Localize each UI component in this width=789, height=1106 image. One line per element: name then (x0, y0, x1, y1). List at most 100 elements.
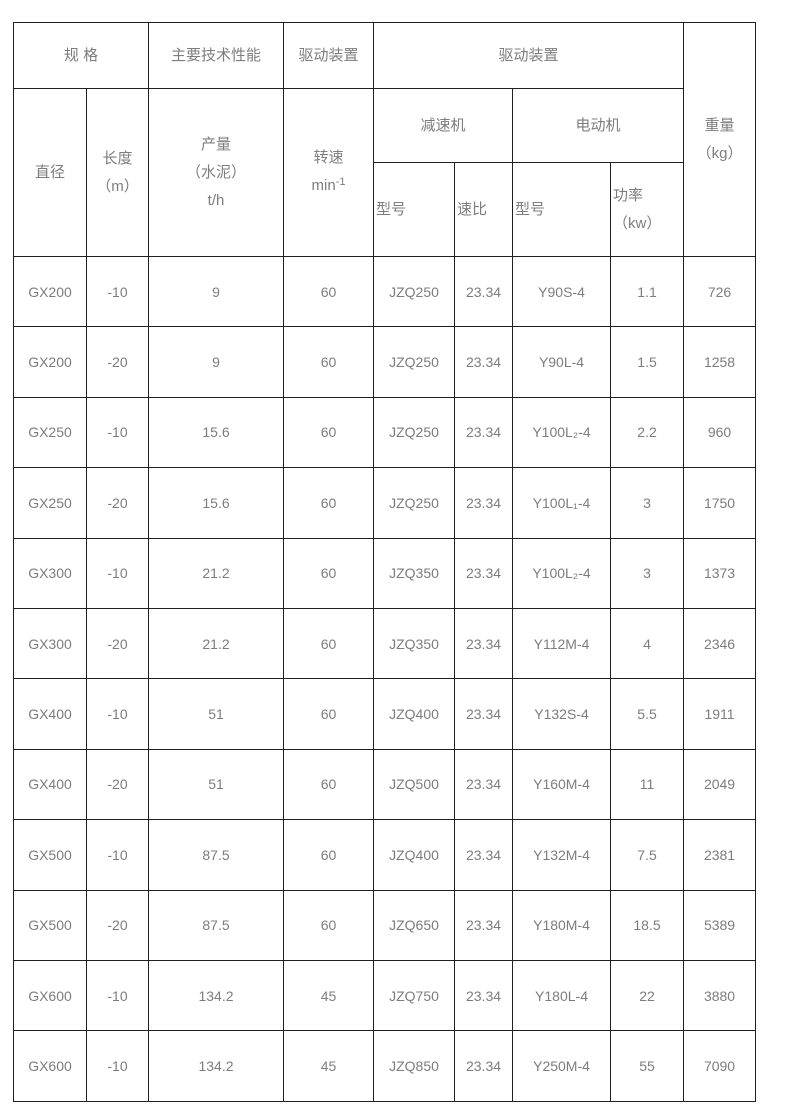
cell-weight: 3880 (683, 959, 757, 1032)
cell-speed: 60 (283, 889, 375, 961)
cell-length: -20 (85, 467, 150, 539)
cell-reducer-ratio: 23.34 (454, 607, 514, 680)
cell-motor-model: Y90L-4 (512, 326, 612, 398)
cell-length: -10 (85, 959, 150, 1032)
cell-speed: 45 (283, 1030, 375, 1102)
cell-reducer-ratio: 23.34 (454, 889, 514, 961)
cell-speed: 60 (283, 255, 375, 328)
cell-spec-model: GX300 (13, 537, 87, 609)
cell-output: 9 (148, 326, 285, 398)
cell-motor-power: 5.5 (610, 678, 685, 750)
cell-reducer-ratio: 23.34 (454, 678, 514, 750)
cell-reducer-ratio: 23.34 (454, 537, 514, 609)
header-length-unit: （m） (96, 177, 139, 195)
header-speed-unit-exponent: -1 (335, 176, 346, 189)
cell-reducer-model: JZQ250 (373, 467, 456, 539)
cell-output: 51 (148, 748, 285, 821)
cell-length: -10 (85, 396, 150, 469)
cell-spec-model: GX600 (13, 1030, 87, 1102)
cell-motor-model: Y160M-4 (512, 748, 612, 821)
header-drive-group-narrow: 驱动装置 (283, 22, 375, 89)
table-row: GX250 -10 15.6 60 JZQ250 23.34 Y100L₂-4 2.2 960 (13, 396, 757, 469)
cell-length: -10 (85, 819, 150, 891)
header-drive-group-wide: 驱动装置 (373, 22, 685, 89)
header-speed-label: 转速 (313, 149, 344, 166)
table-row: GX600 -10 134.2 45 JZQ750 23.34 Y180L-4 22 3880 (13, 959, 757, 1032)
cell-weight: 1911 (683, 678, 757, 750)
cell-motor-power: 1.5 (610, 326, 685, 398)
header-motor-power: 功率 （kw） (610, 162, 685, 257)
cell-motor-power: 4 (610, 607, 685, 680)
cell-output: 87.5 (148, 889, 285, 961)
cell-weight: 5389 (683, 889, 757, 961)
table-row: GX200 -20 9 60 JZQ250 23.34 Y90L-4 1.5 1258 (13, 326, 757, 398)
cell-speed: 60 (283, 396, 375, 469)
cell-length: -20 (85, 748, 150, 821)
cell-reducer-model: JZQ400 (373, 819, 456, 891)
cell-output: 9 (148, 255, 285, 328)
cell-motor-model: Y112M-4 (512, 607, 612, 680)
cell-spec-model: GX500 (13, 819, 87, 891)
cell-speed: 60 (283, 748, 375, 821)
cell-output: 134.2 (148, 1030, 285, 1102)
cell-speed: 60 (283, 819, 375, 891)
cell-motor-model: Y90S-4 (512, 255, 612, 328)
cell-motor-model: Y100L₂-4 (512, 396, 612, 469)
table-row: GX300 -20 21.2 60 JZQ350 23.34 Y112M-4 4 2346 (13, 607, 757, 680)
cell-motor-power: 11 (610, 748, 685, 821)
cell-spec-model: GX250 (13, 467, 87, 539)
table-row: GX250 -20 15.6 60 JZQ250 23.34 Y100L₁-4 3 1750 (13, 467, 757, 539)
table-row: GX600 -10 134.2 45 JZQ850 23.34 Y250M-4 55 7090 (13, 1030, 757, 1102)
cell-reducer-ratio: 23.34 (454, 326, 514, 398)
cell-speed: 60 (283, 467, 375, 539)
cell-speed: 60 (283, 607, 375, 680)
table-row: GX500 -10 87.5 60 JZQ400 23.34 Y132M-4 7.5 2381 (13, 819, 757, 891)
cell-reducer-model: JZQ350 (373, 537, 456, 609)
header-weight: 重量 （kg） (683, 22, 757, 257)
cell-reducer-ratio: 23.34 (454, 396, 514, 469)
cell-weight: 7090 (683, 1030, 757, 1102)
header-row-fields: 型号 速比 型号 功率 （kw） (14, 162, 756, 257)
table-row: GX200 -10 9 60 JZQ250 23.34 Y90S-4 1.1 726 (13, 255, 757, 328)
cell-reducer-model: JZQ500 (373, 748, 456, 821)
cell-motor-model: Y100L₁-4 (512, 467, 612, 539)
cell-length: -10 (85, 1030, 150, 1102)
cell-reducer-model: JZQ350 (373, 607, 456, 680)
cell-motor-model: Y132S-4 (512, 678, 612, 750)
header-reducer-model: 型号 (373, 162, 456, 257)
header-length-label: 长度 (102, 149, 133, 167)
cell-reducer-model: JZQ850 (373, 1030, 456, 1102)
cell-weight: 1750 (683, 467, 757, 539)
cell-reducer-ratio: 23.34 (454, 1030, 514, 1102)
cell-reducer-model: JZQ400 (373, 678, 456, 750)
cell-reducer-ratio: 23.34 (454, 467, 514, 539)
cell-reducer-ratio: 23.34 (454, 819, 514, 891)
cell-length: -10 (85, 255, 150, 328)
cell-speed: 60 (283, 678, 375, 750)
cell-weight: 2049 (683, 748, 757, 821)
cell-reducer-model: JZQ650 (373, 889, 456, 961)
cell-output: 21.2 (148, 537, 285, 609)
cell-motor-power: 3 (610, 537, 685, 609)
table-row: GX300 -10 21.2 60 JZQ350 23.34 Y100L₂-4 3 1373 (13, 537, 757, 609)
cell-output: 134.2 (148, 959, 285, 1032)
cell-spec-model: GX200 (13, 255, 87, 328)
cell-output: 87.5 (148, 819, 285, 891)
cell-output: 21.2 (148, 607, 285, 680)
header-speed: 转速 min-1 (283, 88, 375, 257)
cell-motor-model: Y180M-4 (512, 889, 612, 961)
header-speed-unit: min-1 (311, 176, 346, 194)
cell-spec-model: GX300 (13, 607, 87, 680)
cell-spec-model: GX250 (13, 396, 87, 469)
cell-reducer-ratio: 23.34 (454, 748, 514, 821)
header-row-groups: 规 格 主要技术性能 驱动装置 驱动装置 重量 （kg） (12, 22, 757, 257)
cell-weight: 1258 (683, 326, 757, 398)
header-length: 长度 （m） (85, 88, 150, 257)
cell-output: 15.6 (148, 467, 285, 539)
cell-weight: 2381 (683, 819, 757, 891)
header-motor-power-label: 功率 (613, 186, 644, 204)
header-motor-model: 型号 (512, 162, 612, 257)
cell-motor-power: 2.2 (610, 396, 685, 469)
cell-motor-power: 22 (610, 959, 685, 1032)
header-output-unit: t/h (207, 191, 225, 209)
